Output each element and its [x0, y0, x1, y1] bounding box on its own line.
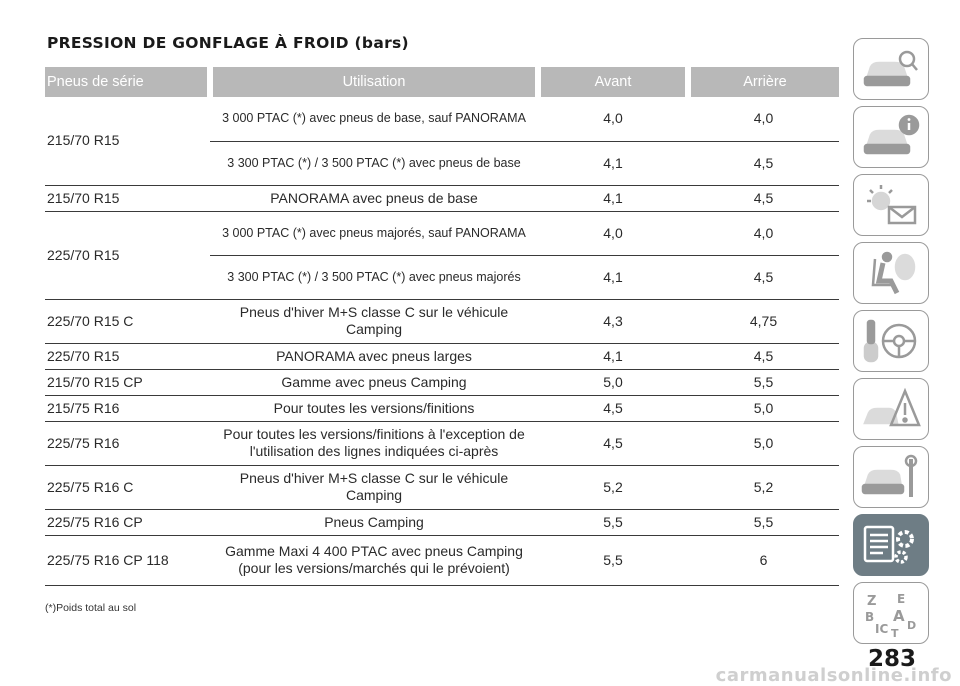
use-description: PANORAMA avec pneus de base	[210, 185, 538, 212]
car-search-icon	[863, 50, 918, 87]
table-row: 225/70 R15 C Pneus d'hiver M+S classe C …	[45, 299, 839, 344]
front-pressure: 4,1	[538, 343, 688, 370]
table-header-row: Pneus de série Utilisation Avant Arrière	[45, 67, 839, 97]
tyre-size: 215/70 R15	[45, 185, 210, 212]
table-row: 225/75 R16 Pour toutes les versions/fini…	[45, 421, 839, 466]
svg-text:D: D	[907, 619, 916, 632]
header-front: Avant	[535, 67, 688, 97]
front-pressure: 4,1	[538, 141, 688, 186]
tyre-size: 215/70 R15 CP	[45, 369, 210, 396]
svg-text:E: E	[897, 592, 905, 606]
tyre-size: 225/70 R15	[45, 211, 210, 300]
rear-pressure: 4,5	[688, 141, 839, 186]
rear-pressure: 4,0	[688, 97, 839, 142]
svg-text:B: B	[865, 610, 874, 624]
svg-text:T: T	[891, 627, 899, 637]
rear-pressure: 5,0	[688, 421, 839, 466]
page-title: PRESSION DE GONFLAGE À FROID (bars)	[47, 34, 409, 52]
use-description: 3 300 PTAC (*) / 3 500 PTAC (*) avec pne…	[210, 141, 538, 186]
key-steering-wheel-icon	[863, 319, 917, 363]
table-row: 225/70 R15 PANORAMA avec pneus larges 4,…	[45, 343, 839, 370]
use-description: Pour toutes les versions/finitions	[210, 395, 538, 422]
airbag-seat-icon	[871, 251, 916, 295]
rear-pressure: 6	[688, 535, 839, 586]
tab-starting-driving[interactable]	[853, 310, 929, 372]
tyre-size: 225/70 R15 C	[45, 299, 210, 344]
rear-pressure: 4,0	[688, 211, 839, 256]
tyre-size: 215/75 R16	[45, 395, 210, 422]
rear-pressure: 5,0	[688, 395, 839, 422]
use-description: Pneus Camping	[210, 509, 538, 536]
tyre-size: 225/75 R16 C	[45, 465, 210, 510]
use-description: 3 300 PTAC (*) / 3 500 PTAC (*) avec pne…	[210, 255, 538, 300]
tyre-size: 225/75 R16 CP	[45, 509, 210, 536]
use-description: Pour toutes les versions/finitions à l'e…	[210, 421, 538, 466]
tyre-size: 225/75 R16	[45, 421, 210, 466]
rear-pressure: 5,2	[688, 465, 839, 510]
car-info-icon	[863, 114, 920, 155]
car-maintenance-tools-icon	[861, 454, 918, 497]
front-pressure: 4,1	[538, 255, 688, 300]
front-pressure: 5,5	[538, 509, 688, 536]
svg-text:IC: IC	[875, 622, 888, 636]
tyre-size: 215/70 R15	[45, 97, 210, 186]
emergency-triangle-car-icon	[863, 387, 921, 427]
svg-text:A: A	[893, 607, 905, 625]
front-pressure: 4,1	[538, 185, 688, 212]
tab-maintenance[interactable]	[853, 446, 929, 508]
rear-pressure: 5,5	[688, 369, 839, 396]
table-row: 215/70 R15 CP Gamme avec pneus Camping 5…	[45, 369, 839, 396]
tab-index[interactable]: Z E B A IC D T	[853, 582, 929, 644]
front-pressure: 4,0	[538, 211, 688, 256]
use-description: Gamme avec pneus Camping	[210, 369, 538, 396]
warning-light-message-icon	[867, 185, 917, 225]
specifications-gears-icon	[863, 525, 914, 564]
front-pressure: 4,0	[538, 97, 688, 142]
use-description: PANORAMA avec pneus larges	[210, 343, 538, 370]
front-pressure: 5,5	[538, 535, 688, 586]
rear-pressure: 4,5	[688, 185, 839, 212]
table-row: 215/75 R16 Pour toutes les versions/fini…	[45, 395, 839, 422]
table-row: 215/70 R15 PANORAMA avec pneus de base 4…	[45, 185, 839, 212]
svg-text:Z: Z	[867, 594, 876, 609]
tab-specifications[interactable]	[853, 514, 929, 576]
table-row: 3 300 PTAC (*) / 3 500 PTAC (*) avec pne…	[45, 255, 839, 300]
header-rear: Arrière	[685, 67, 839, 97]
tab-warning-lights[interactable]	[853, 174, 929, 236]
tyre-size: 225/70 R15	[45, 343, 210, 370]
front-pressure: 4,3	[538, 299, 688, 344]
rear-pressure: 5,5	[688, 509, 839, 536]
tab-car-info[interactable]	[853, 106, 929, 168]
front-pressure: 5,2	[538, 465, 688, 510]
chapter-nav-tabs: Z E B A IC D T	[853, 38, 931, 650]
footnote: (*)Poids total au sol	[45, 602, 137, 614]
table-row: 3 300 PTAC (*) / 3 500 PTAC (*) avec pne…	[45, 141, 839, 186]
table-row: 225/75 R16 CP 118 Gamme Maxi 4 400 PTAC …	[45, 535, 839, 586]
header-use: Utilisation	[207, 67, 538, 97]
use-description: Pneus d'hiver M+S classe C sur le véhicu…	[210, 465, 538, 510]
table-row: 215/70 R15 3 000 PTAC (*) avec pneus de …	[45, 97, 839, 186]
front-pressure: 4,5	[538, 395, 688, 422]
header-tyres: Pneus de série	[45, 67, 210, 97]
rear-pressure: 4,5	[688, 255, 839, 300]
table-row: 225/75 R16 C Pneus d'hiver M+S classe C …	[45, 465, 839, 510]
use-description: Gamme Maxi 4 400 PTAC avec pneus Camping…	[210, 535, 538, 586]
use-description: 3 000 PTAC (*) avec pneus majorés, sauf …	[210, 211, 538, 256]
rear-pressure: 4,75	[688, 299, 839, 344]
table-row: 225/75 R16 CP Pneus Camping 5,5 5,5	[45, 509, 839, 536]
use-description: Pneus d'hiver M+S classe C sur le véhicu…	[210, 299, 538, 344]
page-number: 283	[868, 646, 917, 672]
use-description: 3 000 PTAC (*) avec pneus de base, sauf …	[210, 97, 538, 142]
watermark: carmanualsonline.info	[715, 665, 952, 686]
table-row: 225/70 R15 3 000 PTAC (*) avec pneus maj…	[45, 211, 839, 300]
front-pressure: 4,5	[538, 421, 688, 466]
front-pressure: 5,0	[538, 369, 688, 396]
tyre-size: 225/75 R16 CP 118	[45, 535, 210, 586]
tab-emergency[interactable]	[853, 378, 929, 440]
tab-car-search[interactable]	[853, 38, 929, 100]
tab-safety[interactable]	[853, 242, 929, 304]
alphabetical-index-icon: Z E B A IC D T	[865, 592, 916, 637]
tyre-pressure-table: Pneus de série Utilisation Avant Arrière…	[45, 67, 839, 586]
rear-pressure: 4,5	[688, 343, 839, 370]
